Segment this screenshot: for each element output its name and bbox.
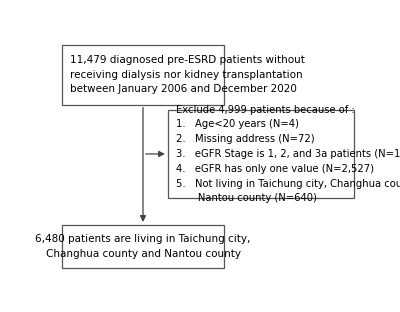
Text: 11,479 diagnosed pre-ESRD patients without
receiving dialysis nor kidney transpl: 11,479 diagnosed pre-ESRD patients witho… xyxy=(70,55,305,95)
Bar xyxy=(168,110,354,198)
Text: Exclude 4,999 patients because of :
1.   Age<20 years (N=4)
2.   Missing address: Exclude 4,999 patients because of : 1. A… xyxy=(176,105,400,203)
Bar xyxy=(62,45,224,105)
Bar xyxy=(62,225,224,268)
Text: 6,480 patients are living in Taichung city,
Changhua county and Nantou county: 6,480 patients are living in Taichung ci… xyxy=(35,234,251,259)
